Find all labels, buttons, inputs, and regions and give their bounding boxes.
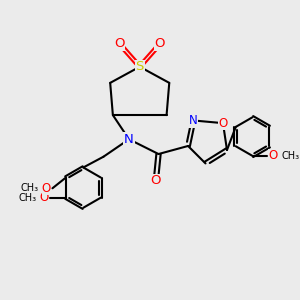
Text: O: O — [218, 117, 228, 130]
Text: N: N — [124, 133, 134, 146]
Text: CH₃: CH₃ — [21, 183, 39, 193]
Text: O: O — [114, 38, 125, 50]
Text: S: S — [136, 60, 144, 73]
Text: O: O — [151, 174, 161, 188]
Text: O: O — [268, 149, 278, 162]
Text: N: N — [189, 114, 198, 127]
Text: CH₃: CH₃ — [281, 151, 299, 161]
Text: O: O — [39, 191, 48, 204]
Text: O: O — [154, 38, 165, 50]
Text: CH₃: CH₃ — [18, 193, 36, 203]
Text: O: O — [42, 182, 51, 195]
